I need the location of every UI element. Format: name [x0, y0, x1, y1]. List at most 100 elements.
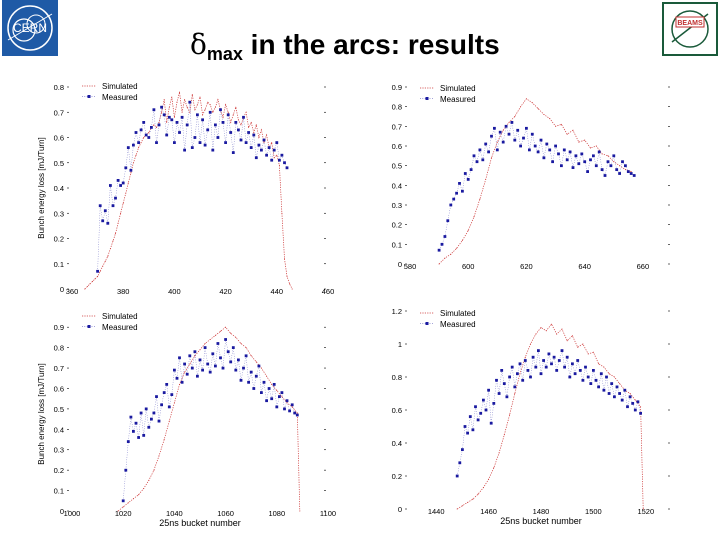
- simulated-point: [592, 351, 594, 353]
- measured-point: [254, 374, 258, 378]
- simulated-point: [472, 498, 474, 500]
- y-tick-label: 0.6: [392, 142, 402, 151]
- measured-point: [278, 395, 281, 398]
- simulated-point: [89, 283, 91, 285]
- series-simulated: [456, 323, 644, 510]
- measured-point: [589, 382, 593, 385]
- simulated-point: [537, 108, 539, 110]
- legend: Simulated Measured: [420, 309, 476, 329]
- simulated-point: [514, 116, 516, 117]
- x-tick-label: 360: [66, 287, 79, 296]
- measured-point: [522, 136, 525, 140]
- measured-point: [539, 138, 543, 142]
- measured-point: [106, 221, 110, 225]
- measured-point: [492, 402, 496, 405]
- measured-point: [594, 164, 598, 168]
- measured-point: [183, 148, 186, 152]
- measured-point: [466, 178, 470, 181]
- measured-point: [568, 150, 572, 154]
- measured-point: [571, 166, 575, 169]
- simulated-point: [117, 222, 119, 224]
- measured-point: [188, 354, 192, 358]
- x-axis-label: 25ns bucket number: [500, 516, 582, 526]
- measured-point: [244, 354, 248, 358]
- simulated-point: [642, 508, 644, 510]
- measured-point: [577, 162, 581, 166]
- cern-logo: CERN: [2, 0, 58, 56]
- simulated-point: [461, 505, 463, 507]
- measured-point: [260, 391, 263, 394]
- measured-point: [508, 375, 511, 379]
- measured-point: [507, 132, 511, 136]
- simulated-point: [271, 142, 273, 144]
- simulated-point: [603, 366, 605, 368]
- y-tick-label: 0.3: [392, 201, 402, 210]
- measured-point: [602, 388, 606, 392]
- simulated-point: [240, 124, 242, 126]
- x-tick-label: 580: [404, 262, 417, 271]
- series-measured: [96, 100, 289, 273]
- y-tick-label: 0.3: [54, 209, 64, 218]
- simulated-point: [531, 102, 533, 104]
- simulated-point: [508, 121, 510, 123]
- measured-point: [242, 115, 245, 119]
- legend: Simulated Measured: [82, 312, 138, 332]
- measured-point: [260, 148, 263, 152]
- simulated-point: [438, 263, 440, 265]
- simulated-point: [467, 501, 469, 503]
- x-axis-label: 25ns bucket number: [159, 518, 241, 528]
- measured-point: [589, 158, 592, 162]
- measured-point: [229, 131, 233, 134]
- measured-point: [571, 362, 574, 366]
- simulated-point: [496, 141, 498, 143]
- measured-point: [272, 383, 276, 386]
- simulated-point: [551, 323, 552, 325]
- measured-point: [283, 407, 286, 411]
- simulated-point: [582, 343, 584, 345]
- simulated-point: [543, 114, 545, 115]
- measured-point: [513, 385, 517, 389]
- legend-simulated-label: Simulated: [102, 312, 138, 321]
- measured-point: [165, 383, 169, 386]
- y-tick-label: 0.3: [54, 446, 64, 455]
- simulated-point: [467, 230, 469, 232]
- measured-line: [438, 122, 635, 251]
- measured-point: [167, 405, 171, 409]
- y-tick-label: 0.8: [54, 83, 64, 92]
- measured-point: [551, 160, 554, 164]
- measured-point: [201, 368, 204, 372]
- simulated-point: [230, 332, 232, 334]
- y-tick-label: 0.1: [54, 487, 64, 496]
- measured-point: [521, 378, 525, 382]
- measured-point: [157, 419, 161, 423]
- simulated-point: [619, 165, 621, 167]
- x-tick-label: 1480: [533, 507, 550, 516]
- measured-point: [609, 164, 613, 168]
- cern-logo-text: CERN: [13, 21, 47, 35]
- measured-point: [147, 425, 151, 429]
- simulated-point: [578, 141, 580, 143]
- measured-point: [206, 362, 210, 366]
- measured-point: [270, 158, 274, 162]
- series-measured: [121, 338, 299, 503]
- measured-point: [147, 136, 151, 139]
- simulated-point: [235, 336, 237, 338]
- simulated-point: [161, 111, 163, 113]
- simulated-point: [240, 343, 242, 344]
- simulated-point: [514, 393, 516, 394]
- series-measured: [455, 349, 642, 478]
- simulated-point: [477, 493, 479, 495]
- simulated-point: [138, 147, 140, 149]
- measured-point: [203, 346, 207, 349]
- x-tick-label: 380: [117, 287, 130, 296]
- y-axis-label: Bunch energy loss [mJ/Turn]: [37, 363, 46, 465]
- measured-point: [592, 154, 595, 158]
- y-tick-label: 0.6: [54, 134, 64, 143]
- measured-point: [560, 164, 563, 168]
- simulated-point: [456, 247, 458, 249]
- measured-point: [219, 356, 222, 360]
- simulated-point: [482, 487, 484, 489]
- simulated-point: [577, 346, 579, 348]
- simulated-point: [260, 367, 262, 369]
- simulated-point: [613, 376, 615, 378]
